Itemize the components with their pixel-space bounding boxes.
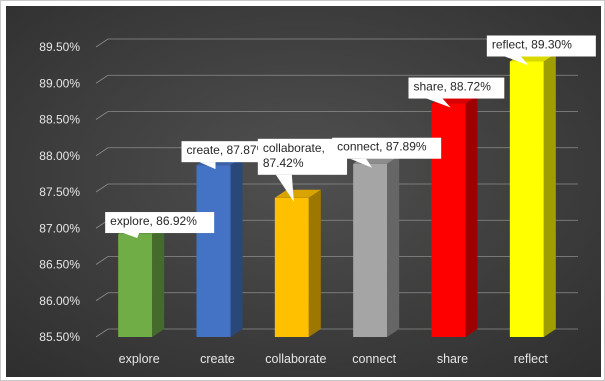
gridline-depth <box>95 292 109 302</box>
data-label-pointer <box>275 174 294 202</box>
bar-side <box>308 189 321 337</box>
data-labels: explore, 86.92% create, 87.87%collaborate… <box>105 35 596 239</box>
bar-top <box>274 189 321 198</box>
x-tick-label: connect <box>352 352 396 366</box>
data-label-explore: explore, 86.92% <box>105 212 215 239</box>
y-tick-label: 86.00% <box>39 294 80 308</box>
data-label-box <box>332 137 442 159</box>
data-label-box <box>486 35 596 57</box>
bar-front <box>353 163 388 337</box>
bars <box>118 53 556 337</box>
y-tick-label: 88.50% <box>39 113 80 127</box>
bar-side <box>230 157 243 337</box>
data-label-connect: connect, 87.89% <box>332 137 442 168</box>
x-tick-label: reflect <box>514 352 549 366</box>
bar-side <box>543 53 556 337</box>
bar-front <box>118 234 153 337</box>
data-label-pointer <box>199 162 216 170</box>
x-tick-label: collaborate <box>265 352 326 366</box>
data-label-text: create, 87.87% <box>187 143 268 157</box>
gridline-depth <box>95 147 109 157</box>
data-label-text: connect, 87.89% <box>337 140 427 154</box>
gridline-depth <box>95 183 109 193</box>
gridline-depth <box>95 256 109 265</box>
data-label-pointer <box>504 56 529 66</box>
data-label-reflect: reflect, 89.30% <box>486 35 596 66</box>
y-tick-label: 88.00% <box>39 149 80 163</box>
bar-connect <box>353 155 400 337</box>
gridline-depth <box>95 111 109 120</box>
bar-collaborate <box>274 189 321 337</box>
gridline-depth <box>95 328 109 338</box>
data-label-box <box>105 212 215 234</box>
bar-front <box>274 197 309 337</box>
y-tick-label: 87.50% <box>39 185 80 199</box>
data-label-pointer <box>426 98 451 108</box>
y-tick-label: 85.50% <box>39 330 80 344</box>
data-label-pointer <box>350 158 373 168</box>
y-tick-label: 89.00% <box>39 76 80 90</box>
x-tick-label: share <box>437 352 468 366</box>
y-axis-ticks: 85.50% 86.00% 86.50% 87.00% 87.50% 88.00% 88.5… <box>39 40 80 344</box>
bar-front <box>196 165 231 337</box>
bar-front <box>509 61 544 337</box>
bar-side <box>387 155 400 337</box>
data-label-box <box>408 77 505 99</box>
bar-side <box>152 226 165 337</box>
bar-create <box>196 157 243 337</box>
bar-share <box>431 95 478 337</box>
gridline-depth <box>95 74 109 84</box>
y-tick-label: 87.00% <box>39 221 80 235</box>
x-tick-label: explore <box>119 352 160 366</box>
bar-reflect <box>509 53 556 337</box>
gridline-depth <box>95 38 109 48</box>
x-axis-labels: explore create collaborate connect share refl… <box>119 352 549 366</box>
bar-chart: 85.50% 86.00% 86.50% 87.00% 87.50% 88.00% 88.5… <box>6 6 601 377</box>
data-label-text: collaborate, 87.42% <box>263 141 325 170</box>
y-tick-label: 89.50% <box>39 40 80 54</box>
y-tick-label: 86.50% <box>39 258 80 272</box>
data-label-text: share, 88.72% <box>414 80 492 94</box>
data-label-text: reflect, 89.30% <box>492 38 572 52</box>
x-tick-label: create <box>200 352 235 366</box>
data-label-share: share, 88.72% <box>408 77 505 108</box>
bar-explore <box>118 226 165 337</box>
data-label-pointer <box>123 233 140 239</box>
bar-side <box>465 95 478 337</box>
data-label-text: explore, 86.92% <box>110 214 197 228</box>
